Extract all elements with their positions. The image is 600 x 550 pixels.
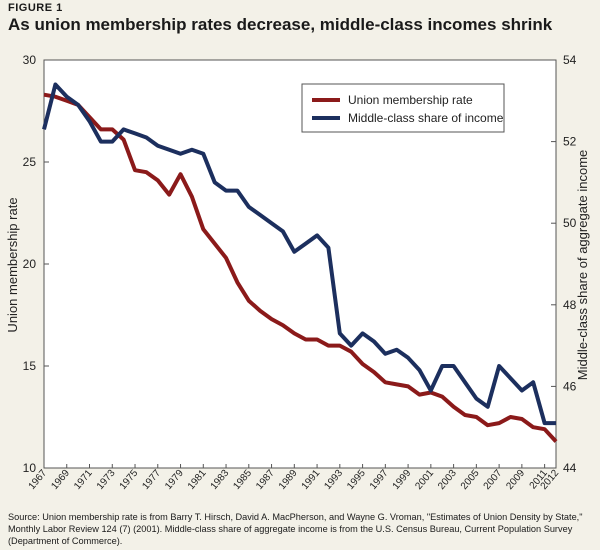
left-tick-label: 10 xyxy=(23,461,37,475)
right-tick-label: 48 xyxy=(563,298,577,312)
left-tick-label: 30 xyxy=(23,53,37,67)
x-tick-label: 1973 xyxy=(95,468,118,492)
x-tick-label: 1983 xyxy=(209,468,232,492)
middle-class-share-line xyxy=(42,82,556,426)
right-tick-label: 44 xyxy=(563,461,577,475)
right-tick-label: 50 xyxy=(563,216,577,230)
source-note: Source: Union membership rate is from Ba… xyxy=(8,512,583,546)
right-axis-ticks: 44 46 48 50 52 54 xyxy=(551,53,577,475)
x-tick-label: 1991 xyxy=(300,468,323,492)
x-tick-label: 1977 xyxy=(140,468,163,492)
figure-label: FIGURE 1 xyxy=(8,2,63,14)
y2-axis-label: Middle-class share of aggregate income xyxy=(575,150,590,381)
left-axis-ticks: 10 15 20 25 30 xyxy=(23,53,49,475)
x-tick-label: 1981 xyxy=(186,468,209,492)
x-tick-label: 1971 xyxy=(72,468,95,492)
x-tick-label: 1975 xyxy=(118,468,141,492)
chart-title: As union membership rates decrease, midd… xyxy=(8,15,553,34)
x-tick-label: 2007 xyxy=(482,468,505,492)
x-tick-label: 1999 xyxy=(391,468,414,492)
x-tick-label: 2005 xyxy=(459,468,482,492)
left-tick-label: 20 xyxy=(23,257,37,271)
y-axis-label: Union membership rate xyxy=(5,197,20,332)
union-rate-line xyxy=(43,92,558,443)
x-tick-label: 1997 xyxy=(368,468,391,492)
x-tick-label: 1979 xyxy=(163,468,186,492)
x-tick-label: 1987 xyxy=(254,468,277,492)
x-tick-label: 1969 xyxy=(49,468,72,492)
legend-box xyxy=(301,83,505,133)
x-tick-label: 2001 xyxy=(413,468,436,492)
x-tick-label: 1995 xyxy=(345,468,368,492)
legend-label: Union membership rate xyxy=(348,93,473,107)
x-tick-label: 1993 xyxy=(322,468,345,492)
x-tick-label: 1989 xyxy=(277,468,300,492)
left-tick-label: 25 xyxy=(23,155,37,169)
right-tick-label: 46 xyxy=(563,379,577,393)
legend-label: Middle-class share of income xyxy=(348,111,504,125)
right-tick-label: 52 xyxy=(563,135,577,149)
x-tick-label: 2009 xyxy=(504,468,527,492)
chart-series xyxy=(42,82,558,443)
chart-legend: Union membership rate Middle-class share … xyxy=(301,83,505,133)
x-tick-label: 2003 xyxy=(436,468,459,492)
right-tick-label: 54 xyxy=(563,53,577,67)
left-tick-label: 15 xyxy=(23,359,37,373)
x-tick-label: 1985 xyxy=(231,468,254,492)
